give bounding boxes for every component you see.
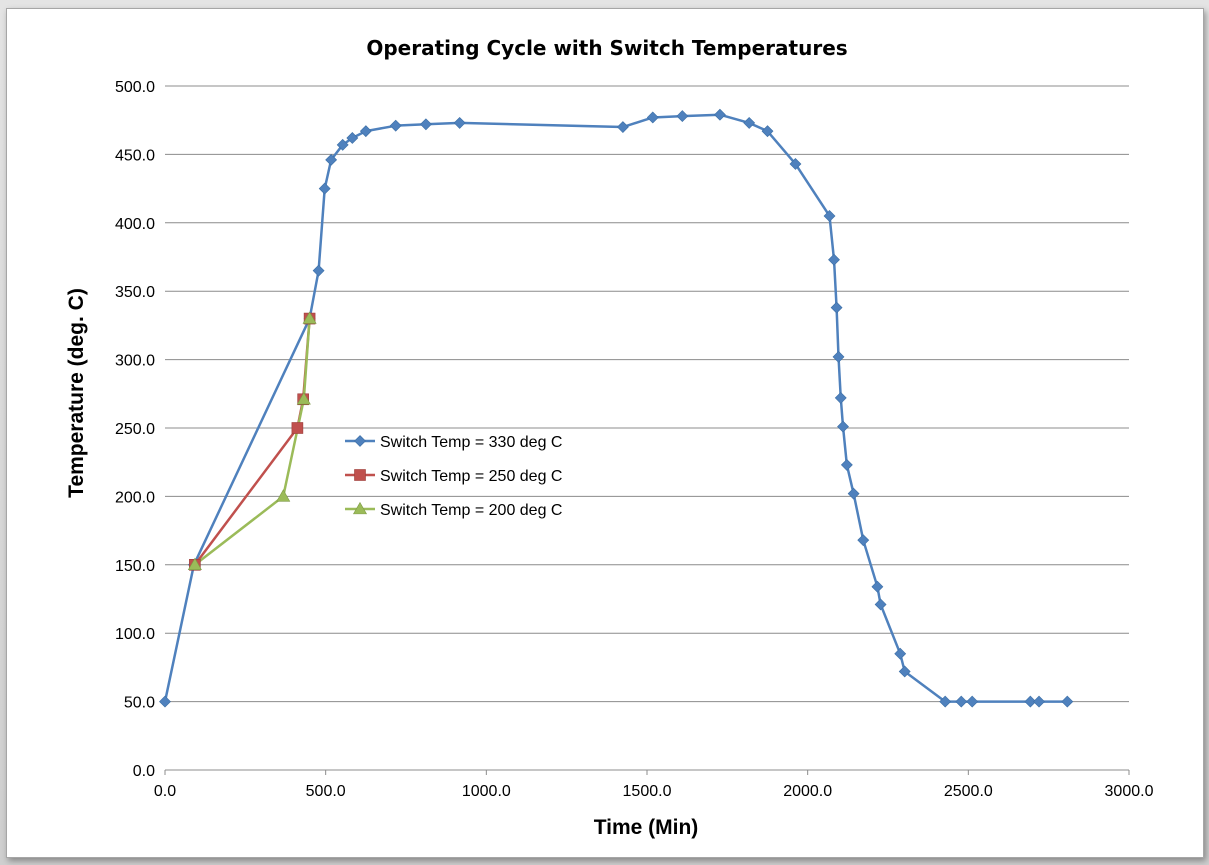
data-point-series-1 (894, 647, 907, 660)
y-axis-title: Temperature (deg. C) (65, 288, 88, 498)
x-tick-label: 0.0 (154, 783, 176, 800)
data-point-series-1 (714, 108, 726, 121)
x-tick-label: 3000.0 (1105, 783, 1154, 800)
data-point-series-1 (1061, 695, 1074, 708)
legend-label: Switch Temp = 330 deg C (380, 434, 562, 451)
data-point-series-3 (302, 311, 317, 324)
data-point-series-1 (955, 695, 968, 708)
data-point-series-1 (159, 695, 171, 708)
data-point-series-1 (346, 132, 359, 144)
data-point-series-1 (646, 111, 659, 124)
data-point-series-1 (419, 118, 432, 131)
data-point-series-1 (359, 125, 372, 138)
chart-title: Operating Cycle with Switch Temperatures (366, 36, 847, 60)
data-point-series-1 (823, 210, 836, 222)
y-tick-label: 50.0 (124, 695, 155, 712)
data-point-series-1 (871, 580, 884, 593)
data-point-series-1 (789, 158, 802, 170)
data-point-series-1 (318, 182, 331, 195)
data-point-series-1 (857, 534, 870, 547)
x-axis-title: Time (Min) (594, 816, 699, 839)
data-point-series-1 (312, 264, 325, 277)
data-point-series-1 (837, 420, 849, 433)
data-point-series-1 (1024, 695, 1037, 708)
y-tick-label: 400.0 (115, 216, 155, 233)
y-tick-label: 250.0 (115, 421, 155, 438)
y-tick-label: 200.0 (115, 489, 155, 506)
data-point-series-1 (830, 301, 843, 314)
x-tick-label: 2500.0 (944, 783, 993, 800)
chart-svg: 0.0 50.0 100.0 150.0 200.0 250.0 300.0 350.0 400… (65, 36, 1154, 839)
series-line-3 (194, 318, 311, 566)
x-tick-label: 2000.0 (783, 783, 832, 800)
y-tick-label: 500.0 (115, 79, 155, 96)
y-tick-label: 300.0 (115, 353, 155, 370)
legend-marker (354, 469, 366, 481)
data-point-series-1 (828, 253, 840, 266)
data-point-series-2 (291, 422, 304, 434)
data-point-series-3 (276, 489, 291, 502)
y-tick-label: 450.0 (115, 147, 155, 164)
data-point-series-1 (616, 121, 629, 133)
chart-area: 0.0 50.0 100.0 150.0 200.0 250.0 300.0 350.0 400… (6, 8, 1204, 858)
y-tick-label: 100.0 (115, 626, 155, 643)
x-tick-label: 500.0 (306, 783, 346, 800)
data-point-series-3 (296, 392, 311, 405)
data-point-series-1 (676, 110, 689, 123)
data-point-series-1 (966, 695, 979, 708)
data-point-series-3 (187, 557, 202, 570)
y-tick-label: 0.0 (133, 763, 155, 780)
data-point-series-1 (834, 391, 847, 404)
legend-marker (352, 501, 368, 515)
data-point-series-1 (840, 459, 853, 471)
data-point-series-1 (743, 117, 756, 129)
data-point-series-1 (453, 117, 466, 129)
legend-label: Switch Temp = 200 deg C (380, 502, 562, 519)
y-tick-label: 350.0 (115, 284, 155, 301)
data-point-series-1 (874, 598, 887, 611)
legend-marker (354, 435, 366, 447)
x-tick-label: 1000.0 (462, 783, 511, 800)
data-point-series-1 (847, 487, 860, 500)
data-point-series-1 (832, 350, 845, 363)
x-tick-label: 1500.0 (623, 783, 672, 800)
data-point-series-1 (1033, 695, 1045, 708)
data-point-series-1 (325, 153, 338, 166)
data-point-series-1 (898, 665, 911, 678)
legend-label: Switch Temp = 250 deg C (380, 468, 562, 485)
data-point-series-1 (336, 138, 349, 151)
data-point-series-1 (761, 125, 774, 138)
data-point-series-1 (389, 119, 402, 132)
y-tick-label: 150.0 (115, 558, 155, 575)
data-point-series-1 (939, 695, 952, 708)
